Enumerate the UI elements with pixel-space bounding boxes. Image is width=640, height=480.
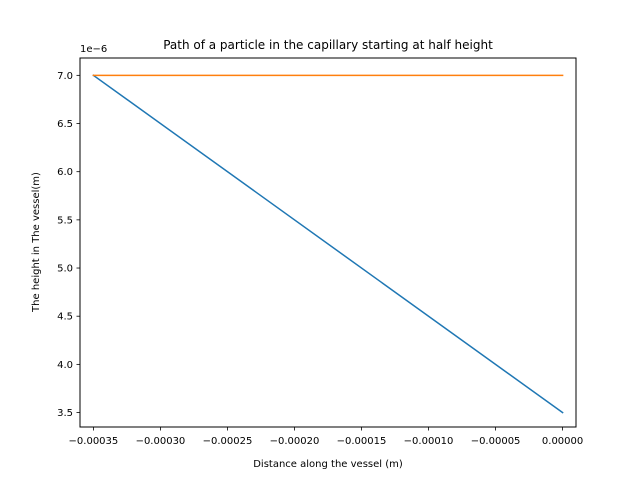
x-tick-label: −0.00020	[270, 436, 320, 447]
y-tick-label: 4.0	[57, 360, 73, 371]
x-axis-label: Distance along the vessel (m)	[253, 459, 403, 470]
x-tick-label: −0.00030	[136, 436, 186, 447]
x-tick-label: −0.00010	[404, 436, 454, 447]
y-tick-label: 6.5	[57, 119, 73, 130]
chart-title: Path of a particle in the capillary star…	[163, 38, 493, 52]
x-tick-label: −0.00015	[337, 436, 387, 447]
y-tick-label: 5.5	[57, 215, 73, 226]
y-axis-label: The height in The vessel(m)	[31, 172, 42, 313]
y-ticks: 3.5 4.0 4.5 5.0 5.5 6.0 6.5 7.0	[57, 71, 80, 419]
x-tick-label: −0.00035	[69, 436, 119, 447]
y-tick-label: 3.5	[57, 408, 73, 419]
series-lines	[92, 74, 564, 414]
y-tick-label: 6.0	[57, 167, 73, 178]
x-ticks: −0.00035 −0.00030 −0.00025 −0.00020 −0.00015…	[69, 427, 583, 447]
x-tick-label: −0.00005	[471, 436, 521, 447]
y-tick-label: 4.5	[57, 312, 73, 323]
y-tick-label: 5.0	[57, 264, 73, 275]
x-tick-label: 0.00000	[542, 436, 583, 447]
y-tick-label: 7.0	[57, 71, 73, 82]
plot-area	[80, 58, 576, 427]
plot-frame	[79, 57, 577, 428]
y-axis-offset-label: 1e−6	[80, 44, 107, 55]
series-line-1	[92, 74, 564, 414]
x-tick-label: −0.00025	[203, 436, 253, 447]
